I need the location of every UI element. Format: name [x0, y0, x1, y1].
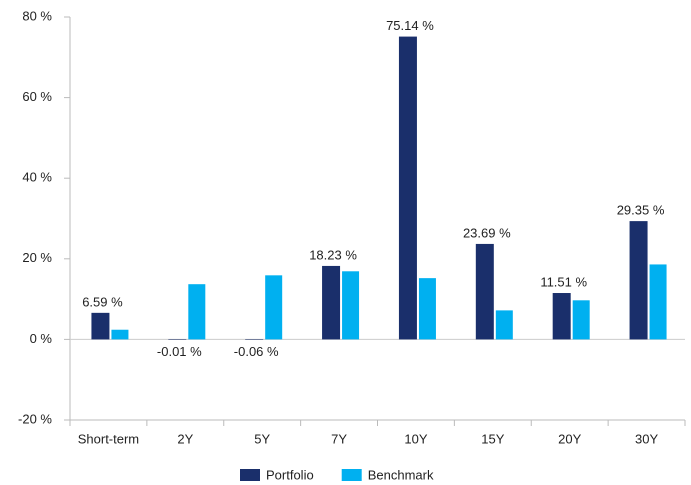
x-tick-label: 30Y	[635, 431, 658, 446]
bar	[552, 293, 571, 340]
data-label: 29.35 %	[617, 203, 665, 218]
legend-swatch	[240, 469, 260, 481]
x-tick-label: Short-term	[78, 431, 139, 446]
x-tick-label: 2Y	[177, 431, 193, 446]
y-tick-label: 0 %	[30, 331, 53, 346]
bar	[629, 221, 648, 340]
bar	[91, 312, 110, 340]
bar	[398, 36, 417, 340]
bar	[168, 339, 187, 340]
data-label: -0.01 %	[157, 344, 202, 359]
bar	[111, 329, 129, 340]
x-tick-label: 15Y	[481, 431, 504, 446]
x-tick-label: 5Y	[254, 431, 270, 446]
legend-swatch	[341, 469, 362, 481]
bar	[418, 278, 436, 340]
data-label: 23.69 %	[463, 225, 511, 240]
x-tick-label: 10Y	[404, 431, 427, 446]
bar	[265, 275, 283, 340]
bar	[572, 300, 590, 340]
bar	[188, 284, 206, 340]
bar	[342, 271, 360, 340]
bar	[322, 265, 341, 340]
data-label: -0.06 %	[234, 344, 279, 359]
legend-label: Benchmark	[368, 467, 434, 482]
bar	[495, 310, 513, 340]
y-tick-label: 80 %	[22, 8, 52, 23]
data-label: 6.59 %	[82, 294, 123, 309]
bar	[649, 264, 667, 340]
y-tick-label: 60 %	[22, 89, 52, 104]
x-tick-label: 20Y	[558, 431, 581, 446]
bar	[475, 243, 494, 340]
bar	[245, 339, 264, 340]
y-tick-label: 20 %	[22, 250, 52, 265]
legend-label: Portfolio	[266, 467, 314, 482]
x-tick-label: 7Y	[331, 431, 347, 446]
data-label: 11.51 %	[540, 274, 587, 289]
data-label: 75.14 %	[386, 18, 434, 33]
y-tick-label: 40 %	[22, 170, 52, 185]
y-tick-label: -20 %	[18, 411, 52, 426]
data-label: 18.23 %	[309, 247, 357, 262]
